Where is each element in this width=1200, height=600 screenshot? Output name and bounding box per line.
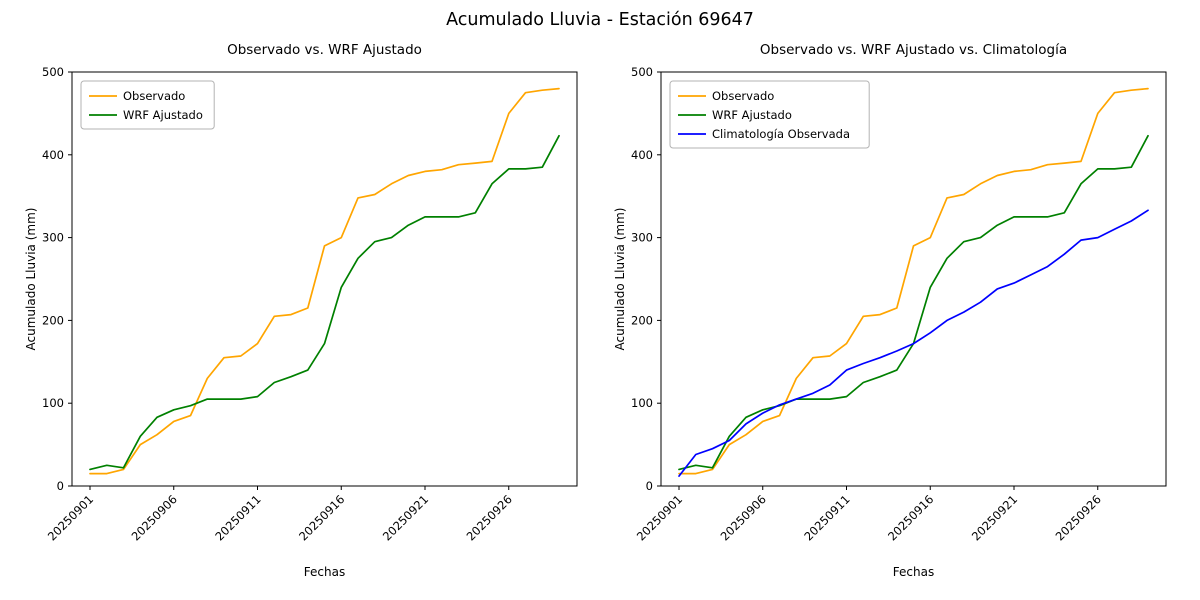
y-tick-label: 0 <box>646 479 653 493</box>
legend-label: WRF Ajustado <box>123 108 203 122</box>
legend-label: Observado <box>712 89 774 103</box>
chart-svg-1: 0 100 200 300 400 500 20250901 20250906 20250911… <box>613 65 1167 579</box>
x-tick-label: 20250926 <box>1053 492 1104 543</box>
y-tick-label: 200 <box>42 313 64 327</box>
x-tick-label: 20250921 <box>969 492 1020 543</box>
series-line-wrf-ajustado <box>89 134 560 471</box>
series-line-climatología-observada <box>678 209 1149 477</box>
subplot-right-title: Observado vs. WRF Ajustado vs. Climatolo… <box>759 42 1068 58</box>
series-line-wrf-ajustado <box>678 134 1149 471</box>
legend: Observado WRF Ajustado <box>80 80 215 130</box>
x-axis-label: Fechas <box>893 565 934 579</box>
subplot-left-title: Observado vs. WRF Ajustado <box>227 42 422 58</box>
subplot-left: Observado vs. WRF Ajustado 0 100 200 300 400… <box>20 42 589 590</box>
legend-box <box>669 80 870 149</box>
y-tick-label: 300 <box>42 231 64 245</box>
y-tick-label: 500 <box>42 65 64 79</box>
x-axis-label: Fechas <box>304 565 345 579</box>
y-tick-label: 400 <box>42 148 64 162</box>
y-tick-label: 100 <box>42 396 64 410</box>
figure-title: Acumulado Lluvia - Estación 69647 <box>446 10 754 30</box>
y-tick-label: 500 <box>631 65 653 79</box>
y-tick-label: 300 <box>631 231 653 245</box>
x-tick-label: 20250901 <box>45 492 96 543</box>
chart-right: 0 100 200 300 400 500 20250901 20250906 20250911… <box>609 64 1178 590</box>
x-tick-label: 20250916 <box>885 492 936 543</box>
x-tick-label: 20250921 <box>380 492 431 543</box>
series-line-observado <box>678 87 1149 475</box>
y-tick-label: 200 <box>631 313 653 327</box>
y-tick-label: 400 <box>631 148 653 162</box>
axes-box <box>71 71 578 487</box>
legend-label: WRF Ajustado <box>712 108 792 122</box>
x-tick-label: 20250926 <box>464 492 515 543</box>
x-tick-label: 20250906 <box>718 492 769 543</box>
subplot-right: Observado vs. WRF Ajustado vs. Climatolo… <box>609 42 1178 590</box>
y-axis-label: Acumulado Lluvia (mm) <box>24 208 38 351</box>
y-tick-label: 0 <box>57 479 64 493</box>
x-tick-label: 20250911 <box>801 492 852 543</box>
x-tick-label: 20250916 <box>296 492 347 543</box>
legend-box <box>80 80 215 130</box>
legend-label: Observado <box>123 89 185 103</box>
y-axis-label: Acumulado Lluvia (mm) <box>613 208 627 351</box>
series-line-observado <box>89 87 560 475</box>
legend-label: Climatología Observada <box>712 127 850 141</box>
chart-left: 0 100 200 300 400 500 20250901 20250906 20250911… <box>20 64 589 590</box>
legend: Observado WRF Ajustado Climatología Observ… <box>669 80 870 149</box>
x-tick-label: 20250906 <box>129 492 180 543</box>
charts-row: Observado vs. WRF Ajustado 0 100 200 300 400… <box>20 42 1178 590</box>
axes-box <box>660 71 1167 487</box>
x-tick-label: 20250911 <box>212 492 263 543</box>
chart-svg-0: 0 100 200 300 400 500 20250901 20250906 20250911… <box>24 65 578 579</box>
x-tick-label: 20250901 <box>634 492 685 543</box>
y-tick-label: 100 <box>631 396 653 410</box>
